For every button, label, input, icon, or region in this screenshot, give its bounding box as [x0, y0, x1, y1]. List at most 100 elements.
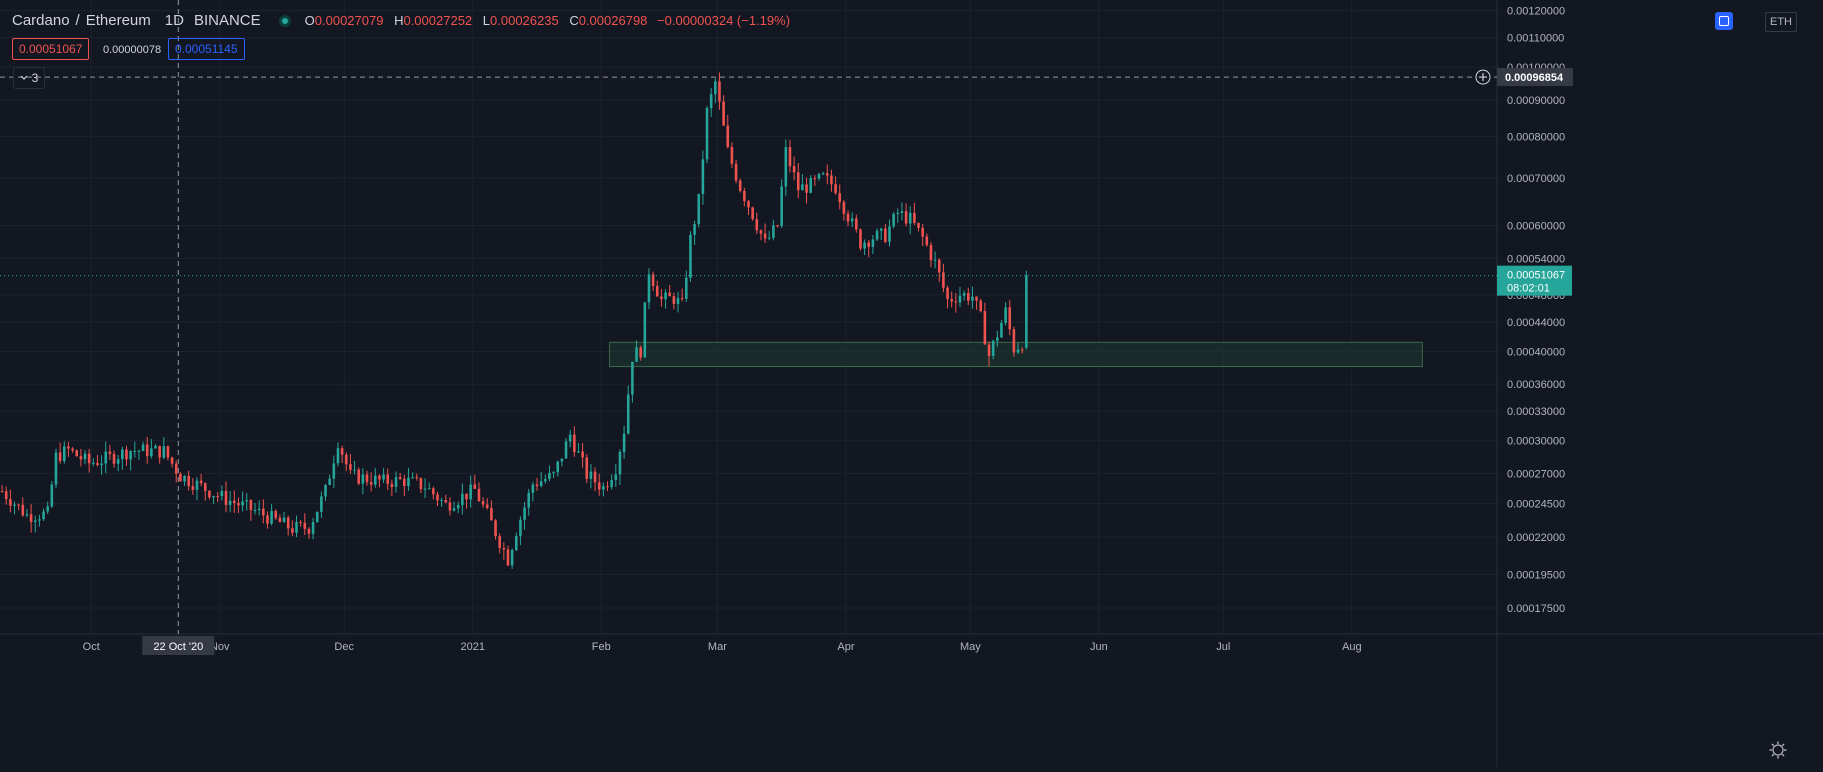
candle-body[interactable] — [884, 228, 887, 242]
candle-body[interactable] — [863, 242, 866, 249]
candle-body[interactable] — [714, 81, 717, 95]
candle-body[interactable] — [58, 452, 62, 462]
candle-body[interactable] — [639, 347, 642, 358]
candle-body[interactable] — [1020, 349, 1024, 351]
candle-body[interactable] — [539, 481, 543, 487]
candle-body[interactable] — [705, 108, 709, 160]
candle-body[interactable] — [369, 482, 373, 485]
candle-body[interactable] — [386, 474, 390, 484]
candle-body[interactable] — [597, 482, 601, 490]
candle-body[interactable] — [685, 277, 688, 299]
candle-body[interactable] — [958, 295, 962, 303]
candle-body[interactable] — [805, 184, 808, 193]
candle-body[interactable] — [975, 296, 978, 301]
candle-body[interactable] — [1008, 307, 1012, 330]
candle-body[interactable] — [498, 536, 501, 548]
candle-body[interactable] — [859, 229, 862, 249]
candle-body[interactable] — [4, 491, 8, 500]
candle-body[interactable] — [780, 186, 783, 226]
candle-body[interactable] — [1000, 322, 1003, 338]
candle-body[interactable] — [751, 207, 754, 220]
candle-body[interactable] — [353, 469, 356, 471]
candle-body[interactable] — [183, 475, 186, 482]
candle-body[interactable] — [407, 477, 410, 486]
candle-body[interactable] — [676, 298, 680, 304]
candle-body[interactable] — [187, 475, 190, 487]
candle-body[interactable] — [585, 457, 589, 479]
candle-body[interactable] — [1016, 349, 1020, 353]
candle-body[interactable] — [888, 226, 891, 242]
candle-body[interactable] — [112, 453, 116, 464]
candle-body[interactable] — [274, 511, 278, 518]
candle-body[interactable] — [245, 499, 249, 502]
candle-body[interactable] — [875, 230, 879, 240]
candle-body[interactable] — [647, 274, 651, 303]
candle-body[interactable] — [950, 299, 953, 302]
candle-body[interactable] — [311, 522, 315, 534]
sell-button[interactable]: 0.00051067 — [12, 38, 90, 60]
candle-body[interactable] — [116, 459, 120, 464]
candle-body[interactable] — [842, 202, 846, 214]
candle-body[interactable] — [680, 298, 684, 300]
candle-body[interactable] — [473, 484, 477, 489]
candle-body[interactable] — [423, 488, 427, 490]
candle-body[interactable] — [50, 484, 54, 507]
candle-body[interactable] — [145, 444, 149, 457]
candle-body[interactable] — [510, 549, 514, 566]
candle-body[interactable] — [1012, 329, 1016, 353]
candle-body[interactable] — [996, 337, 999, 341]
candle-body[interactable] — [79, 456, 83, 460]
candle-body[interactable] — [174, 463, 178, 474]
candle-body[interactable] — [937, 259, 941, 273]
candle-body[interactable] — [759, 230, 763, 234]
settings-gear-icon[interactable] — [1772, 744, 1784, 756]
candle-body[interactable] — [415, 477, 419, 479]
candle-body[interactable] — [755, 219, 759, 231]
candle-body[interactable] — [233, 500, 236, 504]
candle-body[interactable] — [469, 484, 472, 500]
candle-body[interactable] — [320, 496, 323, 512]
candle-body[interactable] — [374, 475, 377, 485]
candle-body[interactable] — [440, 500, 443, 502]
candle-body[interactable] — [726, 125, 730, 148]
candle-body[interactable] — [709, 94, 713, 109]
symbol-quote[interactable]: Ethereum — [85, 12, 151, 29]
candle-body[interactable] — [361, 474, 365, 484]
candle-body[interactable] — [697, 193, 701, 225]
candle-body[interactable] — [133, 450, 137, 452]
candle-body[interactable] — [100, 463, 103, 466]
candle-body[interactable] — [208, 490, 211, 498]
candle-body[interactable] — [772, 225, 775, 238]
candle-body[interactable] — [452, 508, 456, 511]
candle-body[interactable] — [481, 501, 485, 505]
candle-body[interactable] — [199, 480, 203, 484]
candle-body[interactable] — [461, 493, 464, 505]
candle-body[interactable] — [867, 242, 871, 247]
candle-body[interactable] — [548, 473, 551, 480]
candle-body[interactable] — [266, 515, 269, 524]
candle-body[interactable] — [929, 245, 933, 261]
candle-body[interactable] — [21, 504, 25, 516]
candle-body[interactable] — [855, 218, 858, 230]
candle-body[interactable] — [448, 502, 452, 511]
candle-body[interactable] — [83, 453, 87, 460]
symbol-header[interactable]: Cardano / Ethereum 1D BINANCE O0.0002707… — [12, 12, 790, 29]
candle-body[interactable] — [809, 178, 812, 193]
candle-body[interactable] — [925, 236, 929, 246]
candle-body[interactable] — [432, 488, 435, 495]
candle-body[interactable] — [531, 484, 535, 493]
candle-body[interactable] — [722, 101, 725, 126]
candle-body[interactable] — [191, 486, 195, 490]
candle-body[interactable] — [419, 477, 423, 490]
support-zone-rect[interactable] — [609, 341, 1423, 368]
candle-body[interactable] — [92, 462, 95, 464]
candle-body[interactable] — [589, 471, 593, 479]
candle-body[interactable] — [871, 239, 875, 247]
candle-body[interactable] — [983, 311, 987, 345]
candle-body[interactable] — [282, 517, 286, 523]
candle-body[interactable] — [195, 480, 199, 490]
candle-body[interactable] — [519, 519, 522, 537]
candle-body[interactable] — [846, 213, 850, 222]
candle-body[interactable] — [150, 448, 153, 457]
candle-body[interactable] — [614, 474, 618, 480]
